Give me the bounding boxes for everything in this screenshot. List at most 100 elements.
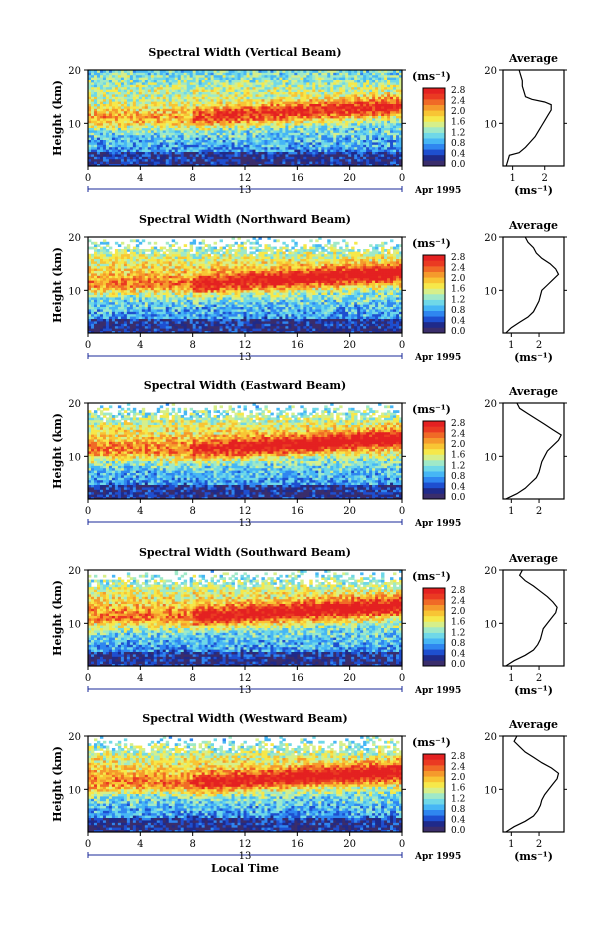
colorbar-swatch xyxy=(423,621,445,628)
colorbar-swatch xyxy=(423,643,445,650)
colorbar-swatch xyxy=(423,471,445,478)
colorbar-tick-label: 2.4 xyxy=(451,597,466,607)
average-title: Average xyxy=(508,52,558,65)
panel-2: Spectral Width (Northward Beam)1020Heigh… xyxy=(51,213,567,364)
colorbar-tick-label: 0.8 xyxy=(451,306,466,316)
colorbar-swatch xyxy=(423,288,445,295)
x-tick-label: 12 xyxy=(239,340,252,351)
x-tick-label: 8 xyxy=(189,673,195,684)
date-suffix: Apr 1995 xyxy=(414,186,461,196)
x-tick-label: 0 xyxy=(399,839,405,850)
y-tick-label: 10 xyxy=(68,452,81,463)
date-label: 13 xyxy=(239,518,252,529)
colorbar-swatch xyxy=(423,476,445,483)
colorbar-swatch xyxy=(423,443,445,450)
average-x-tick-label: 2 xyxy=(536,673,542,684)
heatmap-cells xyxy=(88,237,403,334)
colorbar-tick-label: 0.8 xyxy=(451,805,466,815)
colorbar-tick-label: 2.8 xyxy=(451,419,466,429)
x-tick-label: 8 xyxy=(189,839,195,850)
date-label: 13 xyxy=(239,851,252,862)
x-tick-label: 8 xyxy=(189,340,195,351)
y-tick-label: 20 xyxy=(68,233,81,244)
colorbar-swatch xyxy=(423,493,445,500)
colorbar-swatch xyxy=(423,432,445,439)
colorbar-swatch xyxy=(423,826,445,833)
colorbar-tick-label: 1.2 xyxy=(451,794,465,804)
heatmap-cells xyxy=(88,70,403,167)
colorbar-swatch xyxy=(423,132,445,139)
average-x-tick-label: 2 xyxy=(536,506,542,517)
colorbar-tick-label: 2.0 xyxy=(451,440,466,450)
y-axis-label: Height (km) xyxy=(51,580,64,656)
colorbar-frame xyxy=(422,420,446,500)
average-x-label: (ms⁻¹) xyxy=(514,351,553,364)
colorbar-swatch xyxy=(423,143,445,150)
y-tick-label: 10 xyxy=(68,286,81,297)
colorbar-swatch xyxy=(423,765,445,772)
colorbar-tick-label: 2.0 xyxy=(451,607,466,617)
colorbar-swatch xyxy=(423,115,445,122)
y-tick-label: 10 xyxy=(68,119,81,130)
colorbar-swatch xyxy=(423,271,445,278)
colorbar-tick-label: 2.8 xyxy=(451,586,466,596)
colorbar: 2.82.42.01.61.20.80.40.0 xyxy=(422,752,466,836)
average-profile-line xyxy=(505,69,552,167)
colorbar-swatch xyxy=(423,793,445,799)
x-tick-label: 20 xyxy=(343,506,356,517)
x-tick-label: 0 xyxy=(399,173,405,184)
colorbar-unit-label: (ms⁻¹) xyxy=(412,70,451,83)
average-x-tick-label: 1 xyxy=(508,340,514,351)
average-x-label: (ms⁻¹) xyxy=(514,184,553,197)
x-tick-label: 16 xyxy=(291,340,304,351)
x-tick-label: 8 xyxy=(189,173,195,184)
panel-1: Spectral Width (Vertical Beam)1020Height… xyxy=(51,46,567,197)
y-axis-label: Height (km) xyxy=(51,746,64,822)
panel-5: Spectral Width (Westward Beam)1020Height… xyxy=(51,712,567,875)
average-x-label: (ms⁻¹) xyxy=(514,684,553,697)
colorbar-swatch xyxy=(423,460,445,466)
x-tick-label: 0 xyxy=(85,173,91,184)
x-tick-label: 4 xyxy=(137,340,143,351)
average-profile-line xyxy=(505,735,560,833)
colorbar-tick-label: 2.8 xyxy=(451,86,466,96)
colorbar-tick-label: 0.4 xyxy=(451,482,466,492)
x-tick-label: 20 xyxy=(343,673,356,684)
colorbar-swatch xyxy=(423,809,445,816)
x-tick-label: 4 xyxy=(137,673,143,684)
average-y-tick-label: 10 xyxy=(484,119,497,130)
colorbar-swatch xyxy=(423,649,445,656)
average-frame xyxy=(502,236,565,334)
colorbar-swatch xyxy=(423,638,445,645)
x-tick-label: 12 xyxy=(239,839,252,850)
colorbar-swatch xyxy=(423,804,445,811)
colorbar-frame xyxy=(422,87,446,167)
colorbar-swatch xyxy=(423,277,445,284)
colorbar-swatch xyxy=(423,615,445,622)
colorbar: 2.82.42.01.61.20.80.40.0 xyxy=(422,253,466,337)
colorbar-swatch xyxy=(423,282,445,289)
x-tick-label: 0 xyxy=(85,340,91,351)
colorbar-swatch xyxy=(423,448,445,455)
x-tick-label: 12 xyxy=(239,173,252,184)
colorbar-tick-label: 1.6 xyxy=(451,451,466,461)
colorbar-tick-label: 0.0 xyxy=(451,660,466,670)
colorbar-swatch xyxy=(423,154,445,161)
date-suffix: Apr 1995 xyxy=(414,353,461,363)
y-tick-label: 20 xyxy=(68,566,81,577)
colorbar-tick-label: 2.4 xyxy=(451,97,466,107)
colorbar-tick-label: 2.0 xyxy=(451,107,466,117)
average-y-tick-label: 10 xyxy=(484,785,497,796)
panel-title: Spectral Width (Eastward Beam) xyxy=(144,379,346,392)
colorbar-tick-label: 1.6 xyxy=(451,285,466,295)
colorbar-swatch xyxy=(423,820,445,827)
heatmap-cells xyxy=(88,570,403,667)
average-y-tick-label: 20 xyxy=(484,66,497,77)
y-tick-label: 10 xyxy=(68,619,81,630)
average-y-tick-label: 20 xyxy=(484,233,497,244)
colorbar-unit-label: (ms⁻¹) xyxy=(412,403,451,416)
x-tick-label: 20 xyxy=(343,839,356,850)
colorbar-unit-label: (ms⁻¹) xyxy=(412,570,451,583)
average-y-tick-label: 20 xyxy=(484,732,497,743)
colorbar-frame xyxy=(422,753,446,833)
